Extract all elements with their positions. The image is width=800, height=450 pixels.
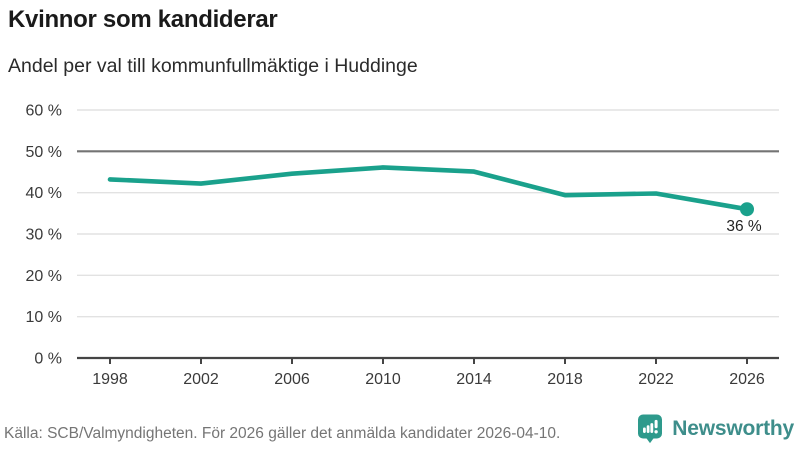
- y-tick-label: 10 %: [26, 309, 62, 326]
- x-tick-label: 2022: [638, 371, 674, 388]
- y-tick-label: 20 %: [26, 268, 62, 285]
- newsworthy-bubble-icon: [638, 414, 663, 444]
- y-tick-label: 60 %: [26, 103, 62, 120]
- exclamation-icon: [654, 419, 659, 434]
- page-title: Kvinnor som kandiderar: [8, 6, 278, 33]
- x-axis: 1998 2002 2006 2010 2014 2018 2022 2026: [92, 358, 765, 388]
- end-point-marker: [740, 202, 754, 217]
- gridlines: [77, 109, 779, 360]
- source-note: Källa: SCB/Valmyndigheten. För 2026 gäll…: [4, 425, 561, 442]
- newsworthy-wordmark: Newsworthy: [672, 416, 794, 440]
- y-axis-labels: 0 % 10 % 20 % 30 % 40 % 50 % 60 %: [26, 103, 62, 368]
- mini-bar-chart-icon: [643, 423, 654, 433]
- x-tick-label: 2006: [274, 371, 310, 388]
- y-tick-label: 40 %: [26, 185, 62, 202]
- series-line: [107, 165, 750, 212]
- x-tick-label: 1998: [92, 371, 128, 388]
- end-value-label: 36 %: [726, 218, 762, 235]
- x-tick-label: 2018: [547, 371, 583, 388]
- y-tick-label: 30 %: [26, 227, 62, 244]
- x-tick-label: 2014: [456, 371, 492, 388]
- newsworthy-logo: Newsworthy: [637, 413, 794, 444]
- x-tick-label: 2010: [365, 371, 401, 388]
- chart-subtitle: Andel per val till kommunfullmäktige i H…: [8, 55, 418, 77]
- x-tick-label: 2026: [729, 371, 765, 388]
- y-tick-label: 50 %: [26, 144, 62, 161]
- x-tick-label: 2002: [183, 371, 219, 388]
- speech-bubble-tail: [646, 437, 655, 444]
- y-tick-label: 0 %: [34, 351, 62, 368]
